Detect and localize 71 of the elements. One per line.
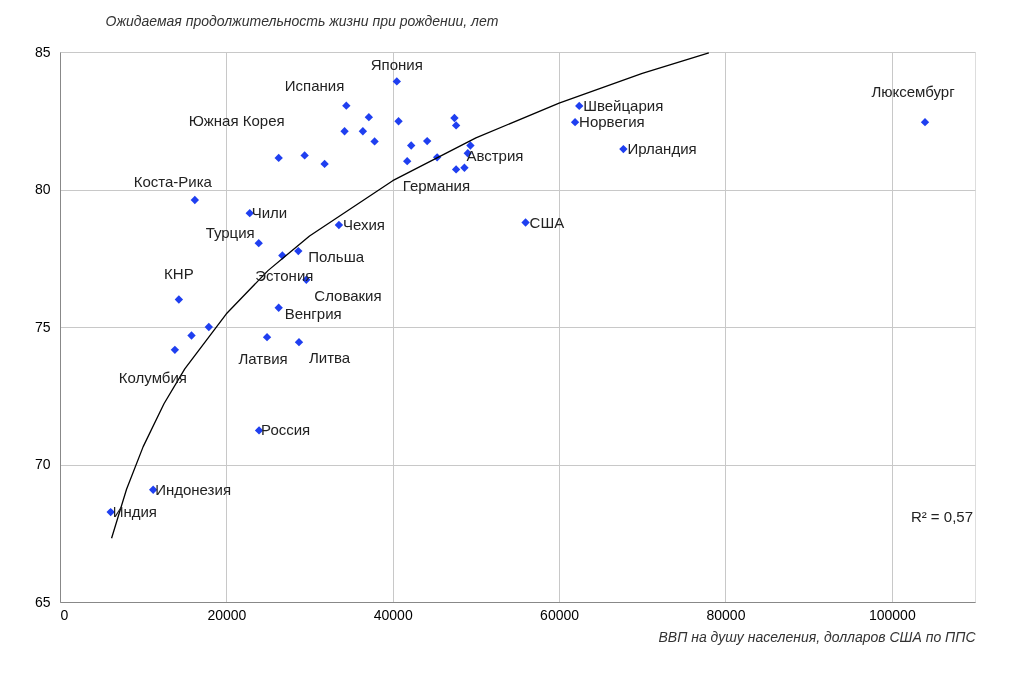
annotation: Чехия [342, 215, 385, 233]
point [274, 153, 283, 163]
point [394, 117, 403, 126]
point [294, 337, 304, 347]
annotation: Литва [308, 349, 351, 367]
point [358, 127, 368, 136]
y-tick-label: 65 [34, 593, 51, 610]
point [403, 156, 412, 166]
point [422, 136, 432, 146]
annotation: КНР [164, 264, 194, 282]
y-tick-label: 80 [34, 181, 51, 197]
point [575, 101, 584, 111]
point [451, 165, 461, 174]
y-tick-label: 70 [34, 456, 51, 472]
point [392, 77, 401, 86]
annotation: Словакия [314, 286, 382, 304]
annotation: Россия [261, 421, 311, 439]
point [294, 246, 303, 256]
x-tick-label: 60000 [540, 606, 580, 623]
x-tick-label: 20000 [207, 606, 247, 623]
annotation: Чили [251, 204, 288, 222]
annotation: Южная Корея [188, 112, 285, 130]
annotation: Люксембург [871, 83, 956, 101]
annotation: Швейцария [583, 96, 664, 114]
annotation: Индонезия [155, 480, 232, 498]
annotation: Ирландия [627, 140, 697, 158]
point [187, 331, 196, 340]
point [334, 220, 344, 230]
point [364, 112, 374, 122]
annotation: Коста-Рика [133, 172, 213, 190]
annotation: R² = 0,57 [910, 508, 973, 525]
point [521, 218, 530, 227]
x-tick-label: 80000 [706, 606, 746, 623]
annotation: Германия [402, 176, 471, 194]
point [570, 117, 580, 127]
point [370, 137, 379, 146]
point [450, 113, 459, 123]
annotation: Турция [205, 224, 255, 242]
point [466, 141, 475, 150]
point [920, 117, 930, 127]
point [190, 195, 200, 205]
point [619, 144, 628, 154]
line-series [110, 52, 710, 539]
point [254, 238, 263, 248]
point [262, 332, 272, 342]
x-tick-label: 40000 [373, 606, 413, 623]
annotation: Норвегия [579, 113, 645, 131]
point [204, 322, 213, 332]
point [300, 151, 309, 160]
annotation: Япония [370, 56, 423, 74]
point [407, 141, 416, 150]
annotation: Венгрия [284, 304, 342, 322]
point [170, 345, 180, 355]
y-tick-label: 75 [34, 318, 51, 335]
point [320, 159, 329, 169]
point [342, 101, 351, 110]
x-tick-label: 100000 [868, 606, 916, 623]
point [451, 121, 461, 130]
annotation: Польша [308, 248, 365, 266]
annotation: Испания [284, 76, 345, 94]
annotation: США [529, 213, 565, 231]
x-axis-title: ВВП на душу населения, долларов США по ППС [658, 628, 977, 645]
annotation: Латвия [238, 350, 288, 368]
y-axis-title: Ожидаемая продолжительность жизни при рождении, лет [105, 12, 499, 29]
x-tick-label: 0 [60, 606, 69, 623]
y-tick-label: 85 [34, 43, 51, 60]
point [174, 295, 184, 304]
point [340, 127, 349, 136]
annotation: Австрия [466, 146, 524, 164]
point [460, 163, 469, 172]
point [274, 303, 283, 312]
